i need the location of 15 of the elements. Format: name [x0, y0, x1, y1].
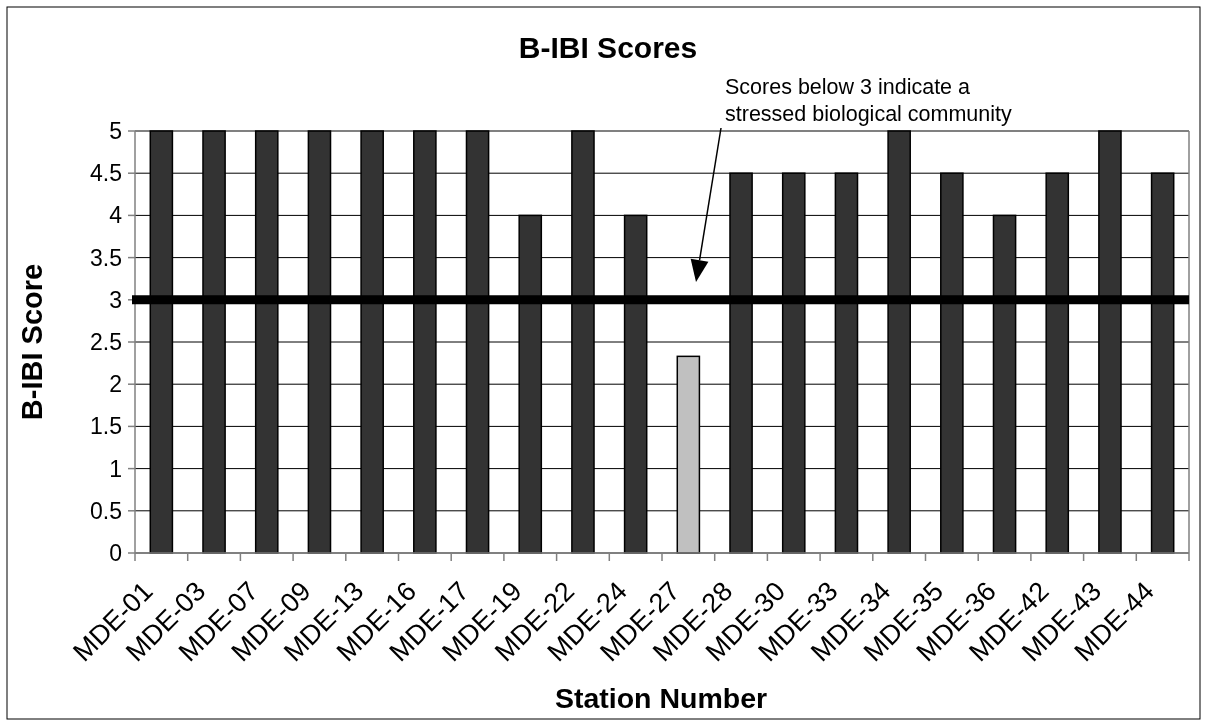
y-tick-label: 0.5: [90, 497, 122, 524]
y-tick-label: 0: [109, 540, 122, 567]
y-tick-label: 3.5: [90, 244, 122, 271]
y-tick-label: 3: [109, 286, 122, 313]
y-tick-label: 4.5: [90, 160, 122, 187]
y-axis-title: B-IBI Score: [16, 263, 48, 421]
chart-title: B-IBI Scores: [518, 31, 698, 64]
y-tick-label: 2: [109, 371, 122, 398]
y-tick-label: 4: [109, 202, 123, 229]
y-tick-label: 5: [109, 118, 122, 145]
y-tick-label: 2.5: [90, 329, 122, 356]
text: Scores below 3 indicate a stressed biological community: [725, 75, 1013, 126]
x-axis-title: Station Number: [554, 682, 768, 714]
y-tick-label: 1: [109, 455, 122, 482]
y-tick-label: 1.5: [90, 413, 122, 440]
